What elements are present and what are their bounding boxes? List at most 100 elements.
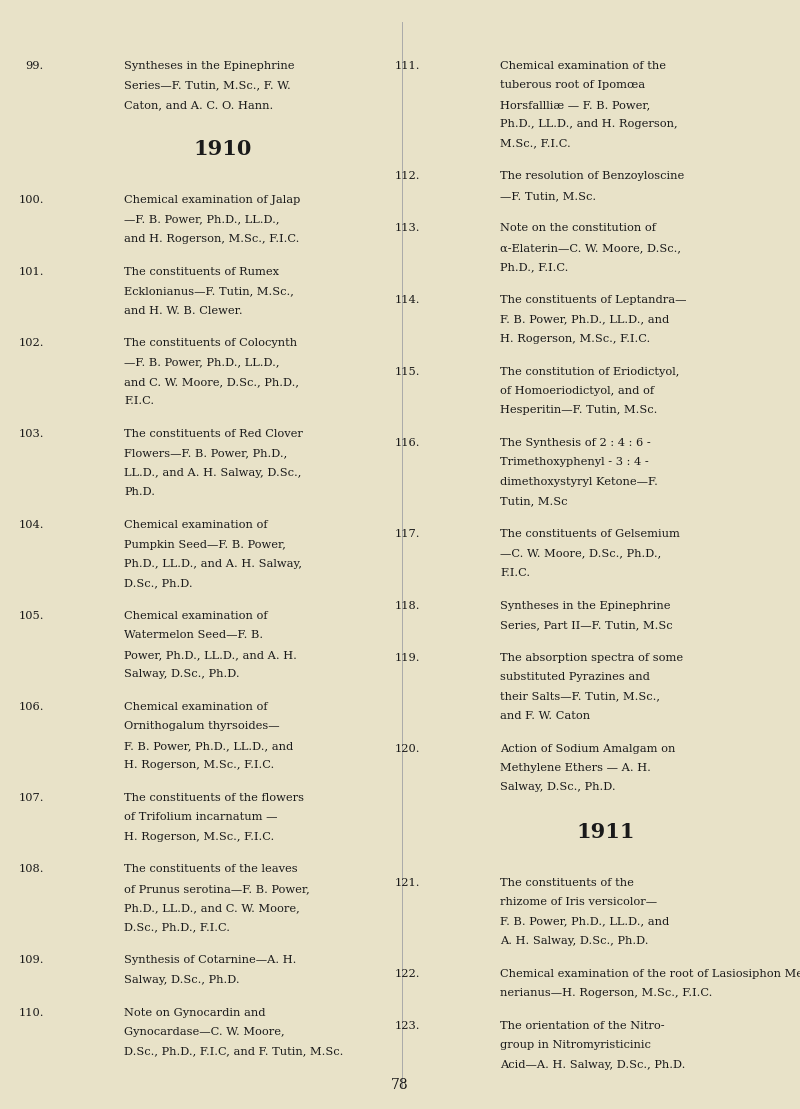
- Text: 106.: 106.: [18, 702, 44, 712]
- Text: F. B. Power, Ph.D., LL.D., and: F. B. Power, Ph.D., LL.D., and: [500, 314, 670, 325]
- Text: F.I.C.: F.I.C.: [500, 568, 530, 578]
- Text: The constituents of Gelsemium: The constituents of Gelsemium: [500, 529, 680, 539]
- Text: 117.: 117.: [394, 529, 420, 539]
- Text: Methylene Ethers — A. H.: Methylene Ethers — A. H.: [500, 763, 651, 773]
- Text: 118.: 118.: [394, 600, 420, 611]
- Text: 1910: 1910: [194, 140, 252, 160]
- Text: Chemical examination of the: Chemical examination of the: [500, 61, 666, 71]
- Text: Horsfallliæ — F. B. Power,: Horsfallliæ — F. B. Power,: [500, 100, 650, 110]
- Text: Series—F. Tutin, M.Sc., F. W.: Series—F. Tutin, M.Sc., F. W.: [124, 81, 290, 91]
- Text: 116.: 116.: [394, 438, 420, 448]
- Text: rhizome of Iris versicolor—: rhizome of Iris versicolor—: [500, 897, 657, 907]
- Text: The constituents of Colocynth: The constituents of Colocynth: [124, 338, 297, 348]
- Text: The constituents of the flowers: The constituents of the flowers: [124, 793, 304, 803]
- Text: of Prunus serotina—F. B. Power,: of Prunus serotina—F. B. Power,: [124, 884, 310, 894]
- Text: D.Sc., Ph.D., F.I.C.: D.Sc., Ph.D., F.I.C.: [124, 923, 230, 933]
- Text: 104.: 104.: [18, 520, 44, 530]
- Text: —F. B. Power, Ph.D., LL.D.,: —F. B. Power, Ph.D., LL.D.,: [124, 357, 279, 368]
- Text: substituted Pyrazines and: substituted Pyrazines and: [500, 672, 650, 682]
- Text: 115.: 115.: [394, 366, 420, 377]
- Text: nerianus—H. Rogerson, M.Sc., F.I.C.: nerianus—H. Rogerson, M.Sc., F.I.C.: [500, 988, 712, 998]
- Text: of Trifolium incarnatum —: of Trifolium incarnatum —: [124, 812, 278, 823]
- Text: 110.: 110.: [18, 1007, 44, 1018]
- Text: group in Nitromyristicinic: group in Nitromyristicinic: [500, 1040, 651, 1050]
- Text: tuberous root of Ipomœa: tuberous root of Ipomœa: [500, 81, 645, 91]
- Text: The constituents of Leptandra—: The constituents of Leptandra—: [500, 295, 686, 305]
- Text: Syntheses in the Epinephrine: Syntheses in the Epinephrine: [500, 600, 670, 611]
- Text: 112.: 112.: [394, 171, 420, 182]
- Text: 99.: 99.: [26, 61, 44, 71]
- Text: F.I.C.: F.I.C.: [124, 396, 154, 407]
- Text: Salway, D.Sc., Ph.D.: Salway, D.Sc., Ph.D.: [124, 669, 240, 680]
- Text: Action of Sodium Amalgam on: Action of Sodium Amalgam on: [500, 743, 675, 754]
- Text: Tutin, M.Sc: Tutin, M.Sc: [500, 496, 567, 507]
- Text: Syntheses in the Epinephrine: Syntheses in the Epinephrine: [124, 61, 294, 71]
- Text: H. Rogerson, M.Sc., F.I.C.: H. Rogerson, M.Sc., F.I.C.: [124, 760, 274, 771]
- Text: Gynocardase—C. W. Moore,: Gynocardase—C. W. Moore,: [124, 1027, 285, 1037]
- Text: Ph.D., LL.D., and A. H. Salway,: Ph.D., LL.D., and A. H. Salway,: [124, 559, 302, 569]
- Text: The constituents of the leaves: The constituents of the leaves: [124, 864, 298, 875]
- Text: dimethoxystyryl Ketone—F.: dimethoxystyryl Ketone—F.: [500, 477, 658, 487]
- Text: M.Sc., F.I.C.: M.Sc., F.I.C.: [500, 139, 570, 149]
- Text: —C. W. Moore, D.Sc., Ph.D.,: —C. W. Moore, D.Sc., Ph.D.,: [500, 548, 662, 559]
- Text: Hesperitin—F. Tutin, M.Sc.: Hesperitin—F. Tutin, M.Sc.: [500, 405, 658, 416]
- Text: 109.: 109.: [18, 955, 44, 966]
- Text: Chemical examination of: Chemical examination of: [124, 611, 268, 621]
- Text: 1911: 1911: [577, 822, 635, 842]
- Text: The constituents of the: The constituents of the: [500, 877, 634, 888]
- Text: and F. W. Caton: and F. W. Caton: [500, 711, 590, 721]
- Text: Salway, D.Sc., Ph.D.: Salway, D.Sc., Ph.D.: [500, 782, 616, 793]
- Text: 108.: 108.: [18, 864, 44, 875]
- Text: Power, Ph.D., LL.D., and A. H.: Power, Ph.D., LL.D., and A. H.: [124, 650, 297, 660]
- Text: 101.: 101.: [18, 266, 44, 277]
- Text: The absorption spectra of some: The absorption spectra of some: [500, 652, 683, 663]
- Text: D.Sc., Ph.D.: D.Sc., Ph.D.: [124, 578, 193, 589]
- Text: Note on the constitution of: Note on the constitution of: [500, 223, 656, 234]
- Text: Ph.D., F.I.C.: Ph.D., F.I.C.: [500, 262, 568, 273]
- Text: Ph.D., LL.D., and H. Rogerson,: Ph.D., LL.D., and H. Rogerson,: [500, 120, 678, 130]
- Text: The resolution of Benzoyloscine: The resolution of Benzoyloscine: [500, 171, 684, 182]
- Text: The orientation of the Nitro-: The orientation of the Nitro-: [500, 1020, 665, 1031]
- Text: LL.D., and A. H. Salway, D.Sc.,: LL.D., and A. H. Salway, D.Sc.,: [124, 468, 302, 478]
- Text: Ph.D.: Ph.D.: [124, 487, 155, 498]
- Text: their Salts—F. Tutin, M.Sc.,: their Salts—F. Tutin, M.Sc.,: [500, 691, 660, 702]
- Text: and H. W. B. Clewer.: and H. W. B. Clewer.: [124, 305, 242, 316]
- Text: Pumpkin Seed—F. B. Power,: Pumpkin Seed—F. B. Power,: [124, 539, 286, 550]
- Text: and C. W. Moore, D.Sc., Ph.D.,: and C. W. Moore, D.Sc., Ph.D.,: [124, 377, 299, 387]
- Text: 121.: 121.: [394, 877, 420, 888]
- Text: 102.: 102.: [18, 338, 44, 348]
- Text: 78: 78: [391, 1078, 409, 1091]
- Text: Ecklonianus—F. Tutin, M.Sc.,: Ecklonianus—F. Tutin, M.Sc.,: [124, 286, 294, 296]
- Text: Series, Part II—F. Tutin, M.Sc: Series, Part II—F. Tutin, M.Sc: [500, 620, 673, 630]
- Text: F. B. Power, Ph.D., LL.D., and: F. B. Power, Ph.D., LL.D., and: [124, 741, 294, 751]
- Text: α-Elaterin—C. W. Moore, D.Sc.,: α-Elaterin—C. W. Moore, D.Sc.,: [500, 243, 681, 253]
- Text: Chemical examination of Jalap: Chemical examination of Jalap: [124, 195, 300, 205]
- Text: The constituents of Red Clover: The constituents of Red Clover: [124, 429, 303, 439]
- Text: The constituents of Rumex: The constituents of Rumex: [124, 266, 279, 277]
- Text: The Synthesis of 2 : 4 : 6 -: The Synthesis of 2 : 4 : 6 -: [500, 438, 650, 448]
- Text: —F. Tutin, M.Sc.: —F. Tutin, M.Sc.: [500, 191, 596, 201]
- Text: 114.: 114.: [394, 295, 420, 305]
- Text: —F. B. Power, Ph.D., LL.D.,: —F. B. Power, Ph.D., LL.D.,: [124, 214, 279, 225]
- Text: 122.: 122.: [394, 968, 420, 979]
- Text: A. H. Salway, D.Sc., Ph.D.: A. H. Salway, D.Sc., Ph.D.: [500, 936, 649, 946]
- Text: H. Rogerson, M.Sc., F.I.C.: H. Rogerson, M.Sc., F.I.C.: [500, 334, 650, 344]
- Text: of Homoeriodictyol, and of: of Homoeriodictyol, and of: [500, 386, 654, 396]
- Text: Ornithogalum thyrsoides—: Ornithogalum thyrsoides—: [124, 721, 280, 732]
- Text: Salway, D.Sc., Ph.D.: Salway, D.Sc., Ph.D.: [124, 975, 240, 985]
- Text: Synthesis of Cotarnine—A. H.: Synthesis of Cotarnine—A. H.: [124, 955, 296, 966]
- Text: H. Rogerson, M.Sc., F.I.C.: H. Rogerson, M.Sc., F.I.C.: [124, 832, 274, 842]
- Text: 119.: 119.: [394, 652, 420, 663]
- Text: D.Sc., Ph.D., F.I.C, and F. Tutin, M.Sc.: D.Sc., Ph.D., F.I.C, and F. Tutin, M.Sc.: [124, 1046, 343, 1057]
- Text: Chemical examination of the root of Lasiosiphon Meiss-: Chemical examination of the root of Lasi…: [500, 968, 800, 979]
- Text: 100.: 100.: [18, 195, 44, 205]
- Text: 107.: 107.: [18, 793, 44, 803]
- Text: Caton, and A. C. O. Hann.: Caton, and A. C. O. Hann.: [124, 100, 274, 110]
- Text: 120.: 120.: [394, 743, 420, 754]
- Text: Trimethoxyphenyl - 3 : 4 -: Trimethoxyphenyl - 3 : 4 -: [500, 457, 649, 468]
- Text: F. B. Power, Ph.D., LL.D., and: F. B. Power, Ph.D., LL.D., and: [500, 916, 670, 927]
- Text: Chemical examination of: Chemical examination of: [124, 702, 268, 712]
- Text: Watermelon Seed—F. B.: Watermelon Seed—F. B.: [124, 630, 263, 641]
- Text: Ph.D., LL.D., and C. W. Moore,: Ph.D., LL.D., and C. W. Moore,: [124, 903, 300, 914]
- Text: The constitution of Eriodictyol,: The constitution of Eriodictyol,: [500, 366, 679, 377]
